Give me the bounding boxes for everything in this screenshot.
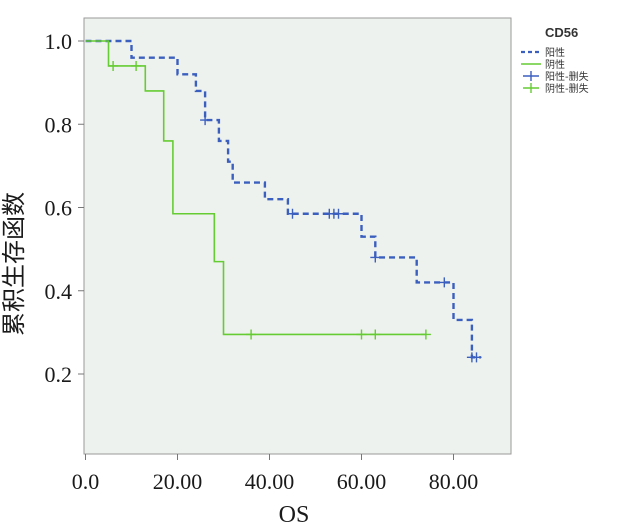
censor-marker — [471, 352, 482, 363]
y-axis-label: 累积生存函数 — [1, 192, 28, 336]
x-tick-label: 80.00 — [429, 469, 479, 494]
legend-entry-label: 阴性 — [545, 58, 565, 71]
y-tick-label: 0.4 — [45, 279, 73, 304]
legend-entry-label: 阴性-删失 — [545, 82, 589, 95]
x-tick-label: 20.00 — [153, 469, 203, 494]
censor-marker — [108, 60, 119, 71]
x-tick-label: 60.00 — [337, 469, 387, 494]
legend-swatch-censor — [523, 71, 539, 81]
censor-marker-layer — [108, 60, 482, 363]
censor-marker — [246, 329, 257, 340]
x-axis-label: OS — [279, 502, 310, 528]
x-tick-label: 0.0 — [72, 469, 100, 494]
censor-marker — [287, 208, 298, 219]
legend-entry-label: 阳性 — [545, 46, 565, 59]
censor-marker — [370, 252, 381, 263]
censor-marker — [131, 60, 142, 71]
y-tick-label: 0.8 — [45, 112, 73, 137]
y-tick-label: 0.2 — [45, 362, 73, 387]
censor-marker — [370, 329, 381, 340]
censor-marker — [356, 329, 367, 340]
x-tick-label: 40.00 — [245, 469, 295, 494]
tick-layer: 0.0 20.00 40.00 60.00 80.00 0.2 0.4 0.6 0.8 1.0 — [45, 29, 479, 494]
legend-title: CD56 — [545, 25, 578, 40]
y-tick-label: 0.6 — [45, 196, 73, 221]
censor-marker — [333, 208, 344, 219]
legend-entry-label: 阳性-删失 — [545, 70, 589, 83]
censor-marker — [420, 329, 431, 340]
plot-area — [83, 17, 512, 455]
censor-marker — [200, 115, 211, 126]
y-tick-label: 1.0 — [45, 29, 73, 54]
censor-marker — [439, 277, 450, 288]
survival-line-positive — [85, 39, 482, 359]
legend-swatch-censor — [523, 83, 539, 93]
